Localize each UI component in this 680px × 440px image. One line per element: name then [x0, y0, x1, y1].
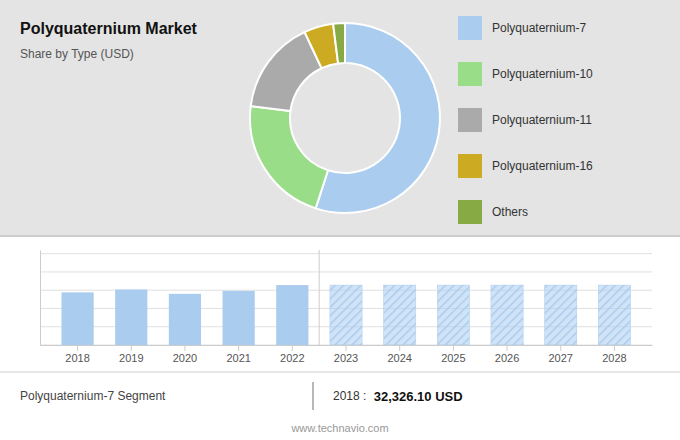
x-tick-mark: [614, 345, 615, 351]
bar: [223, 291, 255, 345]
bar: [115, 289, 147, 345]
x-tick: 2018: [65, 345, 89, 364]
x-tick: 2027: [548, 345, 572, 364]
bar-hatched: [598, 285, 630, 345]
x-tick-mark: [292, 345, 293, 351]
x-tick-mark: [184, 345, 185, 351]
x-tick: 2022: [280, 345, 304, 364]
x-tick: 2028: [602, 345, 626, 364]
donut-slice: [333, 23, 345, 63]
chart: Polyquaternium Market Share by Type (USD)…: [0, 0, 680, 440]
legend: Polyquaternium-7 Polyquaternium-10 Polyqua…: [458, 16, 593, 224]
title: Polyquaternium Market: [20, 20, 198, 37]
y-axis-line: [40, 251, 41, 346]
legend-swatch: [458, 62, 482, 86]
legend-label: Polyquaternium-16: [492, 159, 593, 173]
x-tick-mark: [346, 345, 347, 351]
x-tick-label: 2019: [119, 352, 143, 364]
footer-border: [0, 372, 680, 373]
x-tick: 2021: [226, 345, 250, 364]
x-tick-mark: [507, 345, 508, 351]
grid-line: [40, 271, 652, 272]
donut: [250, 23, 440, 213]
x-tick-label: 2022: [280, 352, 304, 364]
x-tick-mark: [399, 345, 400, 351]
legend-label: Polyquaternium-7: [492, 21, 586, 35]
grid: [40, 254, 652, 345]
x-tick-mark: [238, 345, 239, 351]
x-tick-label: 2026: [495, 352, 519, 364]
x-tick-mark: [453, 345, 454, 351]
footer-year: 2018 :: [333, 389, 370, 403]
legend-label: Others: [492, 205, 528, 219]
bar: [61, 292, 93, 345]
bar: [276, 285, 308, 345]
bar-hatched: [330, 285, 362, 345]
x-tick: 2020: [173, 345, 197, 364]
bars: [61, 285, 630, 345]
footer-left: Polyquaternium-7 Segment: [20, 389, 166, 403]
footer-value: 32,326.10 USD: [374, 389, 463, 404]
x-tick-label: 2024: [387, 352, 411, 364]
x-tick-label: 2028: [602, 352, 626, 364]
bar-hatched: [545, 285, 577, 345]
legend-label: Polyquaternium-11: [492, 113, 592, 127]
x-tick-mark: [131, 345, 132, 351]
footer-divider: [312, 382, 313, 410]
x-tick: 2019: [119, 345, 143, 364]
x-tick-mark: [77, 345, 78, 351]
x-tick-label: 2027: [548, 352, 572, 364]
x-tick-mark: [560, 345, 561, 351]
grid-line: [40, 253, 652, 254]
x-tick-label: 2025: [441, 352, 465, 364]
bar-hatched: [384, 285, 416, 345]
separator: [0, 235, 680, 237]
donut-slice: [250, 106, 328, 208]
x-tick: 2025: [441, 345, 465, 364]
x-tick-label: 2023: [334, 352, 358, 364]
x-tick-label: 2021: [226, 352, 250, 364]
x-axis: 2018 2019 2020 2021 2022 2023 2024 2025 2026 2027…: [41, 345, 653, 364]
x-tick-label: 2020: [173, 352, 197, 364]
legend-swatch: [458, 200, 482, 224]
x-tick-label: 2018: [65, 352, 89, 364]
bar-hatched: [491, 285, 523, 345]
x-tick: 2026: [495, 345, 519, 364]
legend-swatch: [458, 16, 482, 40]
bar: [169, 294, 201, 345]
legend-swatch: [458, 108, 482, 132]
x-tick: 2024: [387, 345, 411, 364]
divider: [319, 250, 320, 345]
y-axis: [40, 251, 42, 346]
top-panel: [0, 0, 680, 235]
x-tick: 2023: [334, 345, 358, 364]
footer-url: www.technavio.com: [290, 422, 388, 434]
bar-hatched: [437, 285, 469, 345]
subtitle: Share by Type (USD): [20, 47, 134, 61]
legend-label: Polyquaternium-10: [492, 67, 593, 81]
legend-swatch: [458, 154, 482, 178]
